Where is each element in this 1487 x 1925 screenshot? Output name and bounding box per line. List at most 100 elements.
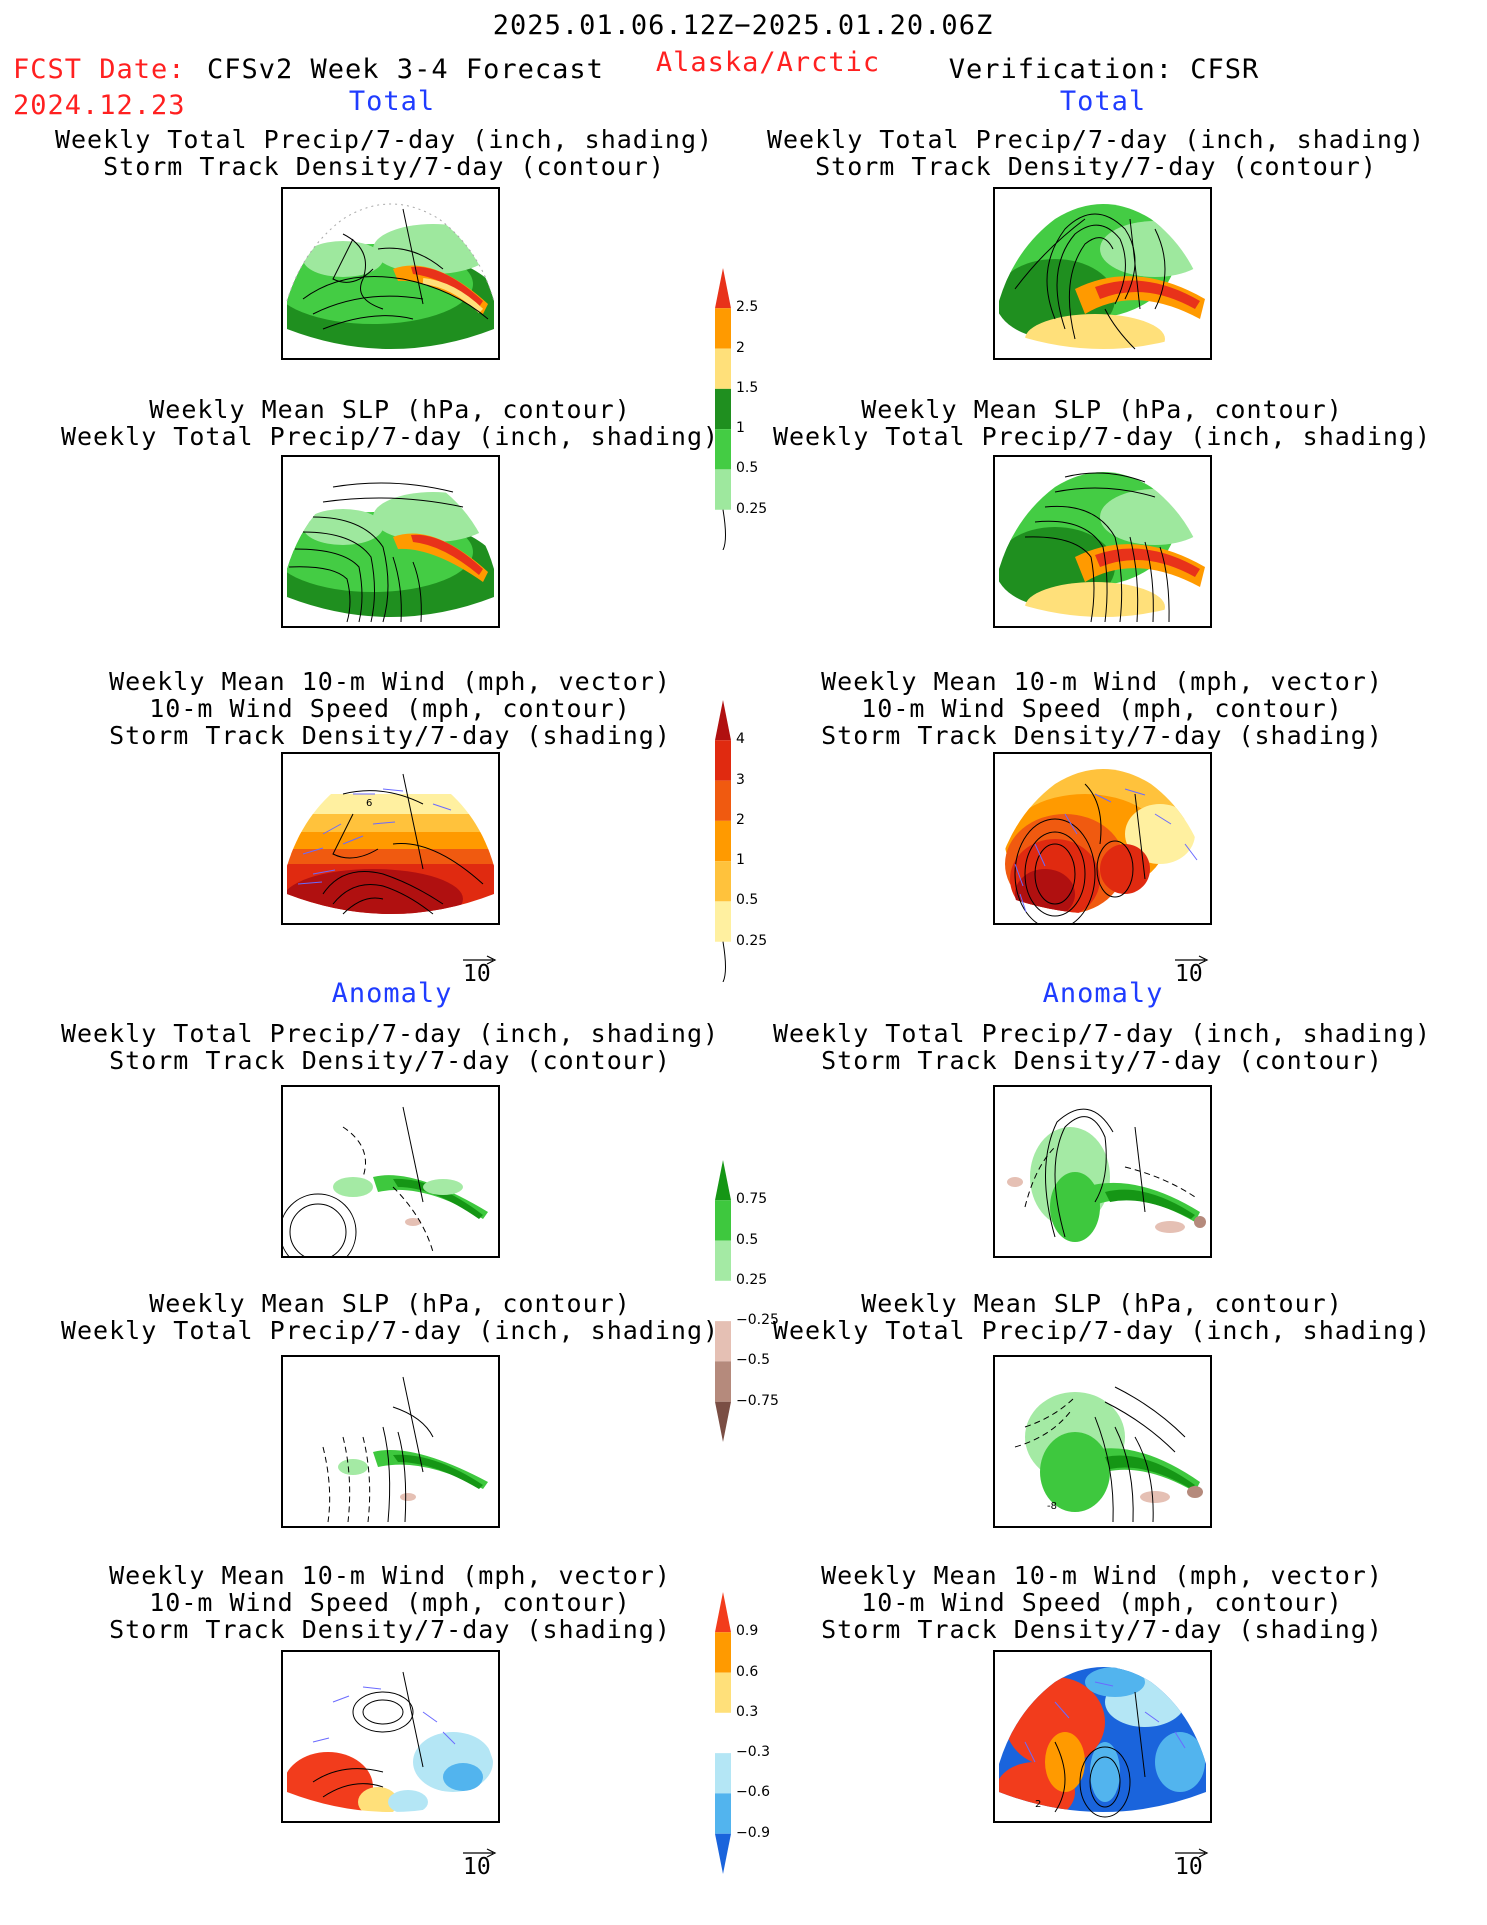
colorbar-segment [715,1712,731,1754]
colorbar-segment [715,429,731,470]
colorbar-label: 0.25 [736,1271,768,1288]
map-label-6: 6 [366,798,372,809]
title-fcst-anom-precip: Weekly Total Precip/7-day (inch, shading… [60,1019,720,1075]
map-cfsr-total-precip [993,187,1212,360]
map-fcst-total-wind: 6 [281,752,500,925]
model-title: CFSv2 Week 3-4 Forecast [207,54,604,85]
colorbar-label: 0.5 [736,460,759,477]
colorbar-segment [715,1200,731,1241]
colorbar-segment [715,740,731,781]
colorbar-label: 0.5 [736,892,759,909]
colorbar-label: 3 [736,771,745,788]
region-title: Alaska/Arctic [655,47,881,78]
colorbar-segment [715,1592,731,1633]
colorbar-segment [715,1240,731,1281]
colorbar-segment [722,509,726,550]
title-fcst-anom-slp: Weekly Mean SLP (hPa, contour) Weekly Tot… [60,1289,720,1345]
vector-scale-arrow [463,1848,497,1858]
map-cfsr-anom-precip [993,1085,1212,1258]
title-cfsr-anom-wind: Weekly Mean 10-m Wind (mph, vector) 10-m … [821,1561,1383,1644]
colorbar-segment [715,700,731,741]
title-fcst-total-slp: Weekly Mean SLP (hPa, contour) Weekly Tot… [60,395,720,451]
map-cfsr-total-wind [993,752,1212,925]
verification-title: Verification: CFSR [948,54,1260,85]
map-cfsr-anom-slp: -8 [993,1355,1212,1528]
colorbar-label: 4 [736,731,745,748]
map-label-neg8: -8 [1047,1501,1057,1512]
colorbar-label: 1 [736,852,745,869]
colorbar-label: 0.75 [736,1191,768,1208]
colorbar-label: 1 [736,420,745,437]
colorbar-label: 0.3 [736,1703,759,1720]
vector-scale-arrow [1175,1848,1209,1858]
colorbar-label: 0.25 [736,932,768,949]
colorbar-label: 1.5 [736,379,759,396]
colorbar-label: −0.3 [736,1744,770,1761]
vector-scale-label: 10 [463,961,491,987]
colorbar-segment [715,901,731,942]
colorbar-label: −0.6 [736,1784,770,1801]
section-total-left: Total [348,86,436,117]
title-cfsr-anom-slp: Weekly Mean SLP (hPa, contour) Weekly Tot… [772,1289,1432,1345]
colorbar-segment [715,1160,731,1201]
vector-scale-arrow [1175,955,1209,965]
vector-scale-label: 10 [1175,961,1203,987]
colorbar-segment [715,1833,731,1874]
section-anomaly-left: Anomaly [331,978,453,1009]
colorbar-label: −0.9 [736,1824,770,1841]
colorbar-segment [715,308,731,349]
colorbar-segment [722,941,726,982]
colorbar-label: 0.5 [736,1231,759,1248]
map-fcst-total-precip [281,187,500,360]
colorbar-segment [715,1672,731,1713]
colorbar-segment [715,1361,731,1402]
colorbar-label: 2 [736,339,745,356]
title-fcst-total-precip: Weekly Total Precip/7-day (inch, shading… [54,125,714,181]
colorbar-label: −0.25 [736,1312,779,1329]
section-anomaly-right: Anomaly [1042,978,1164,1009]
title-cfsr-anom-precip: Weekly Total Precip/7-day (inch, shading… [772,1019,1432,1075]
colorbar-label: 0.6 [736,1663,759,1680]
colorbar-segment [715,861,731,902]
colorbar-precip-total: 2.5 2 1.5 1 0.5 0.25 [714,268,834,550]
colorbar-track-total: 4 3 2 1 0.5 0.25 [714,700,834,982]
colorbar-label: −0.75 [736,1392,779,1409]
map-fcst-anom-precip [281,1085,500,1258]
vector-scale-label: 10 [1175,1854,1203,1880]
colorbar-label: 0.9 [736,1623,759,1640]
vector-scale-arrow [463,955,497,965]
colorbar-segment [715,820,731,862]
colorbar-track-anom: 0.9 0.6 0.3 −0.3 −0.6 −0.9 [714,1592,834,1874]
fcst-date-label: FCST Date: [13,54,186,85]
colorbar-label: 2.5 [736,299,759,316]
colorbar-segment [715,1632,731,1673]
map-cfsr-anom-wind: 2 [993,1650,1212,1823]
title-fcst-anom-wind: Weekly Mean 10-m Wind (mph, vector) 10-m … [109,1561,671,1644]
colorbar-segment [715,1753,731,1794]
colorbar-segment [715,1401,731,1442]
colorbar-segment [715,780,731,821]
colorbar-label: −0.5 [736,1352,770,1369]
title-cfsr-total-precip: Weekly Total Precip/7-day (inch, shading… [766,125,1426,181]
section-total-right: Total [1059,86,1147,117]
colorbar-label: 0.25 [736,500,768,517]
colorbar-segment [715,1280,731,1322]
fcst-date-value: 2024.12.23 [13,90,186,121]
colorbar-segment [715,1321,731,1362]
vector-scale-label: 10 [463,1854,491,1880]
map-fcst-anom-wind [281,1650,500,1823]
colorbar-precip-anom: 0.75 0.5 0.25 −0.25 −0.5 −0.75 [714,1160,834,1442]
title-cfsr-total-wind: Weekly Mean 10-m Wind (mph, vector) 10-m … [821,667,1383,750]
colorbar-segment [715,348,731,389]
title-fcst-total-wind: Weekly Mean 10-m Wind (mph, vector) 10-m … [109,667,671,750]
colorbar-segment [715,268,731,309]
period-title: 2025.01.06.12Z−2025.01.20.06Z [492,10,994,41]
colorbar-label: 2 [736,811,745,828]
map-fcst-anom-slp [281,1355,500,1528]
map-cfsr-total-slp [993,455,1212,628]
colorbar-segment [715,1793,731,1834]
colorbar-segment [715,469,731,510]
map-label-2: 2 [1035,1799,1041,1810]
map-fcst-total-slp [281,455,500,628]
colorbar-segment [715,388,731,430]
